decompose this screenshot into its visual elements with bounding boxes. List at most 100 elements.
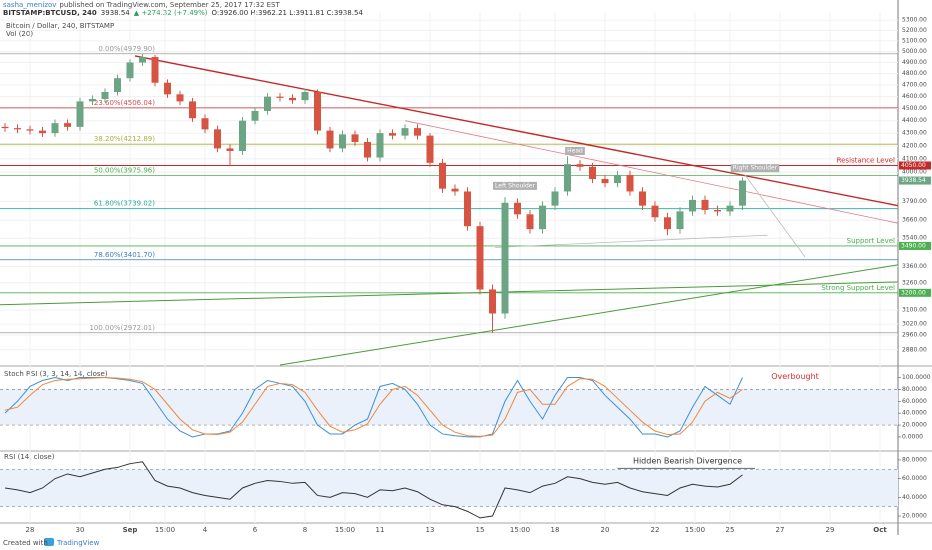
fib-label: 0.00%(4979.90) — [98, 45, 155, 53]
candle-body — [476, 226, 484, 290]
band — [0, 389, 898, 426]
y-tick-label: 60.0000 — [902, 398, 927, 405]
candle-body — [489, 289, 496, 314]
x-tick-label: Oct — [873, 526, 887, 534]
stoch-title: Stoch RSI (3, 3, 14, 14, close) — [4, 370, 108, 378]
candle-body — [564, 164, 571, 192]
pattern-tag-box — [565, 147, 585, 156]
x-tick-label: 29 — [826, 526, 835, 534]
published: published on TradingView.com, September … — [59, 1, 280, 9]
series-title: Bitcoin / Dollar, 240, BITSTAMP — [6, 22, 114, 30]
pattern-tag-box — [730, 164, 780, 173]
fib-label: 78.60%(3401.70) — [94, 251, 155, 259]
band — [0, 469, 898, 507]
x-tick-label: 25 — [726, 526, 735, 534]
y-tick-label: 3020.00 — [902, 321, 927, 328]
candle-body — [1, 126, 9, 129]
candle-body — [739, 180, 746, 206]
candle-body — [239, 120, 246, 152]
last-price-tag — [899, 176, 931, 185]
y-tick-label: 4000.00 — [902, 169, 927, 176]
axis-tag-label: 3200.00 — [901, 289, 926, 296]
candle-body — [114, 78, 121, 92]
fib-label: 23.60%(4506.04) — [94, 99, 155, 107]
x-tick-label: 27 — [776, 526, 785, 534]
candle-body — [664, 217, 671, 230]
x-tick-label: Sep — [123, 526, 138, 534]
axis-tag — [899, 288, 931, 297]
x-tick-label: 22 — [651, 526, 660, 534]
candle-body — [426, 135, 434, 163]
candle-body — [64, 123, 71, 127]
price: 3938.54 — [101, 9, 130, 17]
y-tick-label: 40.0000 — [902, 410, 927, 417]
candle-body — [151, 57, 159, 83]
axis-tag — [899, 161, 931, 170]
indicator-line — [4, 461, 743, 519]
y-tick-label: 5300.00 — [902, 17, 927, 24]
footer-created: Created with — [3, 539, 48, 547]
candle-body — [526, 214, 534, 230]
fib-label: 50.00%(3975.96) — [94, 166, 155, 174]
candle-body — [539, 205, 546, 230]
y-tick-label: 4800.00 — [902, 70, 927, 77]
x-tick-label: 15:00 — [685, 526, 705, 534]
x-tick-label: 15:00 — [510, 526, 530, 534]
candle-body — [414, 128, 421, 136]
y-tick-label: 40.0000 — [902, 494, 927, 501]
level-label: Strong Support Level — [821, 284, 895, 292]
trendline — [279, 264, 899, 366]
change: ▲ +274.32 (+7.49%) — [134, 9, 208, 17]
y-tick-label: 5200.00 — [902, 27, 927, 34]
candle-body — [51, 123, 59, 134]
candle-body — [289, 97, 296, 101]
x-tick-label: 28 — [26, 526, 35, 534]
candle-body — [376, 133, 384, 158]
candle-body — [501, 202, 509, 314]
x-tick-label: 6 — [253, 526, 258, 534]
candle-body — [39, 130, 46, 134]
y-tick-label: 4900.00 — [902, 59, 927, 66]
footer-brand: TradingView — [56, 539, 100, 547]
candle-body — [176, 94, 184, 102]
y-tick-label: 3540.00 — [902, 235, 927, 242]
candle-body — [301, 91, 309, 101]
x-tick-label: 8 — [303, 526, 307, 534]
candle-body — [576, 164, 584, 167]
candle-body — [364, 141, 371, 158]
indicator-line — [4, 376, 743, 438]
candle-body — [714, 209, 721, 212]
rsi-title: RSI (14, close) — [4, 453, 55, 461]
candle-body — [639, 191, 646, 206]
pattern-tag: Right Shoulder — [733, 165, 778, 172]
y-tick-label: 2960.00 — [902, 331, 927, 338]
y-tick-label: 4400.00 — [902, 117, 927, 124]
candle-body — [76, 101, 84, 127]
x-tick-label: 18 — [551, 526, 560, 534]
candle-body — [314, 91, 321, 131]
candle-body — [26, 129, 34, 131]
y-tick-label: 5100.00 — [902, 37, 927, 44]
y-tick-label: 5000.00 — [902, 48, 927, 55]
axis-tag — [899, 241, 931, 250]
axis-tag-label: 3490.00 — [901, 242, 926, 249]
x-tick-label: 13 — [426, 526, 435, 534]
y-tick-label: 60.0000 — [902, 475, 927, 482]
pattern-tag-box — [493, 181, 537, 190]
candle-body — [464, 191, 471, 227]
candle-body — [276, 96, 284, 98]
y-tick-label: 20.0000 — [902, 422, 927, 429]
indicator-title: Vol (20) — [6, 30, 33, 38]
y-tick-label: 80.0000 — [902, 456, 927, 463]
candle-body — [214, 129, 221, 149]
candle-body — [264, 96, 271, 111]
fib-label: 61.80%(3739.02) — [94, 200, 155, 208]
x-tick-label: 15 — [476, 526, 485, 534]
annotation: Overbought — [771, 372, 819, 381]
x-tick-label: 20 — [601, 526, 610, 534]
level-label: Support Level — [847, 237, 895, 245]
indicator-line — [4, 377, 743, 437]
fib-label: 38.20%(4212.89) — [94, 135, 155, 143]
